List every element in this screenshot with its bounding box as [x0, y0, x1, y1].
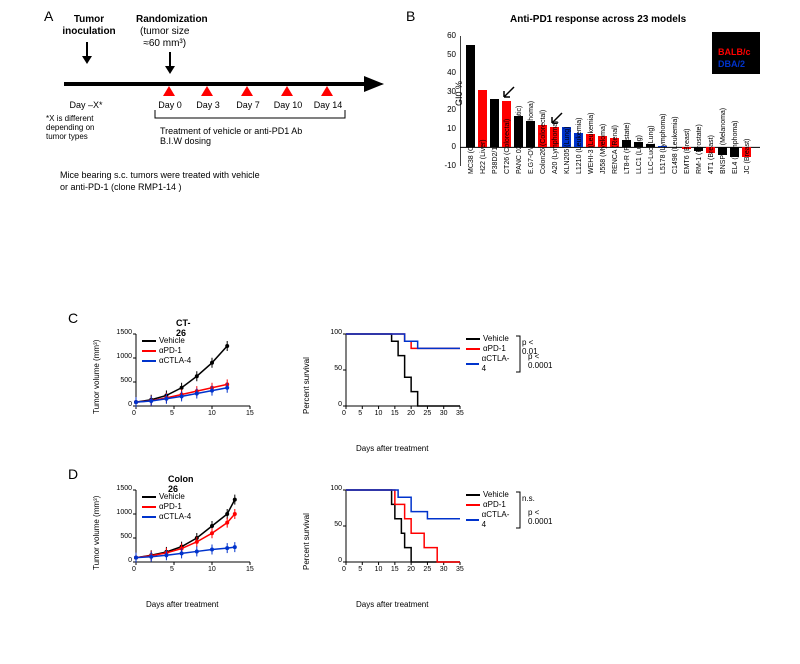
category-label: L1210 (Leukemia)	[576, 118, 583, 174]
category-label: EL4 (Lymphoma)	[732, 121, 739, 174]
category-label: L5178 (Lymphoma)	[660, 114, 667, 174]
ytick: 0	[432, 142, 456, 151]
ytick: 30	[432, 87, 456, 96]
footnote: *X is differentdepending ontumor types	[46, 114, 126, 142]
chart-legend: VehicleαPD-1αCTLA-4	[142, 492, 191, 522]
callout-arrow-icon	[548, 111, 564, 127]
chart-legend: VehicleαPD-1αCTLA-4	[142, 336, 191, 366]
day-label: Day 3	[188, 100, 228, 110]
dose-triangle-icon	[321, 86, 333, 96]
down-arrow-icon	[80, 42, 94, 64]
dose-triangle-icon	[163, 86, 175, 96]
category-label: LLC1 (Lung)	[636, 135, 643, 174]
category-label: Colon26 (Colorectal)	[540, 110, 547, 174]
category-label: J558 (Myeloma)	[600, 124, 607, 174]
ytick: 50	[432, 50, 456, 59]
panel-d-label: D	[68, 466, 78, 482]
panel-a-caption: Mice bearing s.c. tumors were treated wi…	[60, 170, 260, 193]
ytick: 20	[432, 105, 456, 114]
panel-a-label: A	[44, 8, 53, 24]
day-label: Day 0	[150, 100, 190, 110]
colon26-growth-chart: Tumor volume (mm³) Days after treatment …	[106, 480, 256, 595]
chart-legend: VehicleαPD-1αCTLA-4	[466, 334, 511, 374]
day-label: Day –X*	[66, 100, 106, 110]
chart-legend: VehicleαPD-1αCTLA-4	[466, 490, 511, 530]
pvalue: n.s.	[522, 494, 535, 503]
panel-b-title: Anti-PD1 response across 23 models	[510, 14, 686, 25]
timeline-arrow	[64, 76, 384, 96]
category-label: RM-1 (Prostate)	[696, 124, 703, 174]
category-label: C1498 (Leukemia)	[672, 116, 679, 174]
dose-triangle-icon	[241, 86, 253, 96]
colon26-survival-chart: Percent survival Days after treatment 05…	[316, 480, 466, 595]
panel-b-label: B	[406, 8, 415, 24]
category-label: MC38 (Colorectal)	[468, 117, 475, 174]
category-label: LLC-Luc (Lung)	[648, 125, 655, 174]
dose-triangle-icon	[201, 86, 213, 96]
category-label: H22 (Liver)	[480, 139, 487, 174]
randomization-label: Randomization	[136, 14, 208, 26]
day-label: Day 14	[308, 100, 348, 110]
pvalue: p < 0.0001	[528, 352, 552, 370]
xlabel: Days after treatment	[356, 444, 428, 453]
tumor-inoc-label: Tumorinoculation	[54, 14, 124, 37]
category-label: A20 (Lymphoma)	[552, 121, 559, 174]
pvalue: p < 0.0001	[528, 508, 552, 526]
ylabel: Percent survival	[302, 357, 311, 414]
ct26-growth-chart: Tumor volume (mm³) 051015050010001500Veh…	[106, 324, 256, 439]
day-label: Day 10	[268, 100, 308, 110]
treatment-text: Treatment of vehicle or anti-PD1 AbB.I.W…	[160, 126, 302, 147]
down-arrow-icon	[163, 52, 177, 74]
ylabel: Tumor volume (mm³)	[92, 496, 101, 570]
category-label: RENCA (Renal)	[612, 125, 619, 174]
ytick: 40	[432, 68, 456, 77]
panel-b: Anti-PD1 response across 23 models C57BL…	[420, 14, 770, 294]
ytick: 10	[432, 124, 456, 133]
xlabel: Days after treatment	[356, 600, 428, 609]
category-label: BNSP10 (Melanoma)	[720, 108, 727, 174]
category-label: KLN205 (Lung)	[564, 127, 571, 174]
panel-a: Tumorinoculation Randomization (tumor si…	[60, 14, 390, 214]
treatment-bracket	[150, 110, 350, 124]
dose-triangle-icon	[281, 86, 293, 96]
randomization-note: (tumor size≈60 mm³)	[140, 26, 189, 49]
category-label: WEHI-3 (Leukemia)	[588, 113, 595, 174]
callout-arrow-icon	[500, 85, 516, 101]
ct26-survival-chart: Percent survival Days after treatment 05…	[316, 324, 466, 439]
category-label: CT26 (Colorectal)	[504, 119, 511, 174]
category-label: 4T1 (Breast)	[708, 135, 715, 174]
ylabel: Tumor volume (mm³)	[92, 340, 101, 414]
ylabel: Percent survival	[302, 513, 311, 570]
category-label: JC (Breast)	[744, 139, 751, 174]
category-label: EMT6 (Breast)	[684, 128, 691, 174]
day-label: Day 7	[228, 100, 268, 110]
panel-b-bars: GI0 % -100102030405060MC38 (Colorectal)H…	[460, 36, 760, 166]
category-label: P38D2/1 (Lymphoma)	[492, 106, 499, 174]
ytick: -10	[432, 161, 456, 170]
category-label: LT8-R (Prostate)	[624, 122, 631, 174]
ytick: 60	[432, 31, 456, 40]
category-label: PANC 02 (Pancreatic)	[516, 106, 523, 174]
panel-c-label: C	[68, 310, 78, 326]
xlabel: Days after treatment	[146, 600, 218, 609]
category-label: E.G7-OVA (Lymphoma)	[528, 101, 535, 174]
